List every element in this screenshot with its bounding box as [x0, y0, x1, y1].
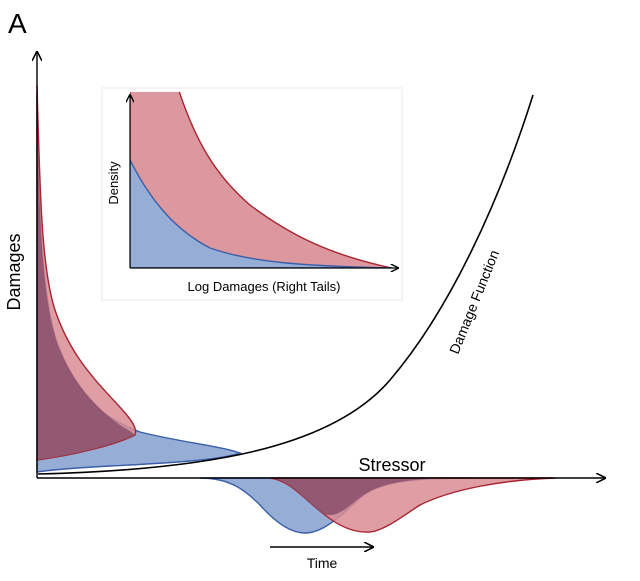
damages-densities — [36, 84, 243, 473]
damage-function-curve — [37, 94, 534, 475]
inset-blue-density — [130, 159, 393, 268]
overlap-stressor-density — [270, 478, 470, 516]
inset-chart: Density Log Damages (Right Tails) — [101, 87, 403, 301]
panel-label: A — [8, 8, 27, 39]
inset-y-axis-label: Density — [106, 161, 121, 205]
x-axis-label: Stressor — [358, 455, 425, 475]
time-label: Time — [307, 555, 338, 571]
inset-x-axis-label: Log Damages (Right Tails) — [188, 279, 341, 294]
overlap-damage-density — [37, 95, 135, 460]
stressor-densities — [199, 477, 556, 534]
y-axis-label: Damages — [4, 233, 24, 310]
inset-red-density — [130, 92, 393, 268]
damage-function-label: Damage Function — [446, 248, 502, 356]
